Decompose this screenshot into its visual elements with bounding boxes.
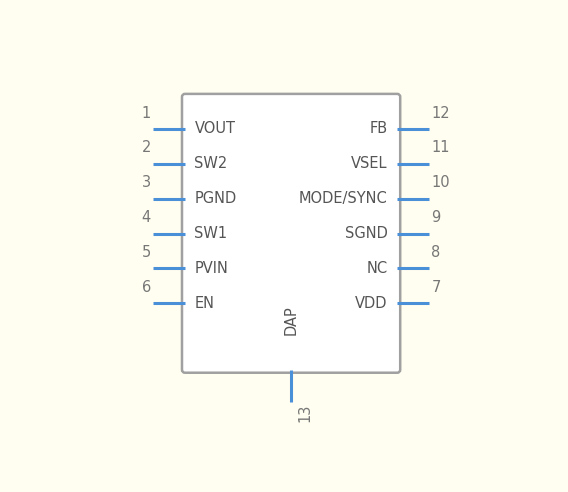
Text: DAP: DAP bbox=[283, 306, 299, 336]
Text: 7: 7 bbox=[431, 280, 441, 295]
Text: NC: NC bbox=[366, 261, 388, 276]
Text: PVIN: PVIN bbox=[194, 261, 228, 276]
Text: 4: 4 bbox=[141, 210, 151, 225]
Text: SW2: SW2 bbox=[194, 156, 228, 171]
Text: 6: 6 bbox=[141, 280, 151, 295]
Text: 1: 1 bbox=[141, 105, 151, 121]
Text: VSEL: VSEL bbox=[351, 156, 388, 171]
Text: SGND: SGND bbox=[345, 226, 388, 241]
Text: 10: 10 bbox=[431, 175, 450, 190]
Text: FB: FB bbox=[370, 122, 388, 136]
Text: VDD: VDD bbox=[355, 296, 388, 311]
Text: 3: 3 bbox=[142, 175, 151, 190]
Text: 12: 12 bbox=[431, 105, 450, 121]
Text: 5: 5 bbox=[141, 245, 151, 260]
Text: 11: 11 bbox=[431, 140, 450, 155]
Text: 9: 9 bbox=[431, 210, 441, 225]
FancyBboxPatch shape bbox=[182, 94, 400, 373]
Text: 8: 8 bbox=[431, 245, 441, 260]
Text: PGND: PGND bbox=[194, 191, 237, 206]
Text: MODE/SYNC: MODE/SYNC bbox=[299, 191, 388, 206]
Text: VOUT: VOUT bbox=[194, 122, 236, 136]
Text: SW1: SW1 bbox=[194, 226, 228, 241]
Text: 13: 13 bbox=[298, 404, 313, 422]
Text: EN: EN bbox=[194, 296, 215, 311]
Text: 2: 2 bbox=[141, 140, 151, 155]
